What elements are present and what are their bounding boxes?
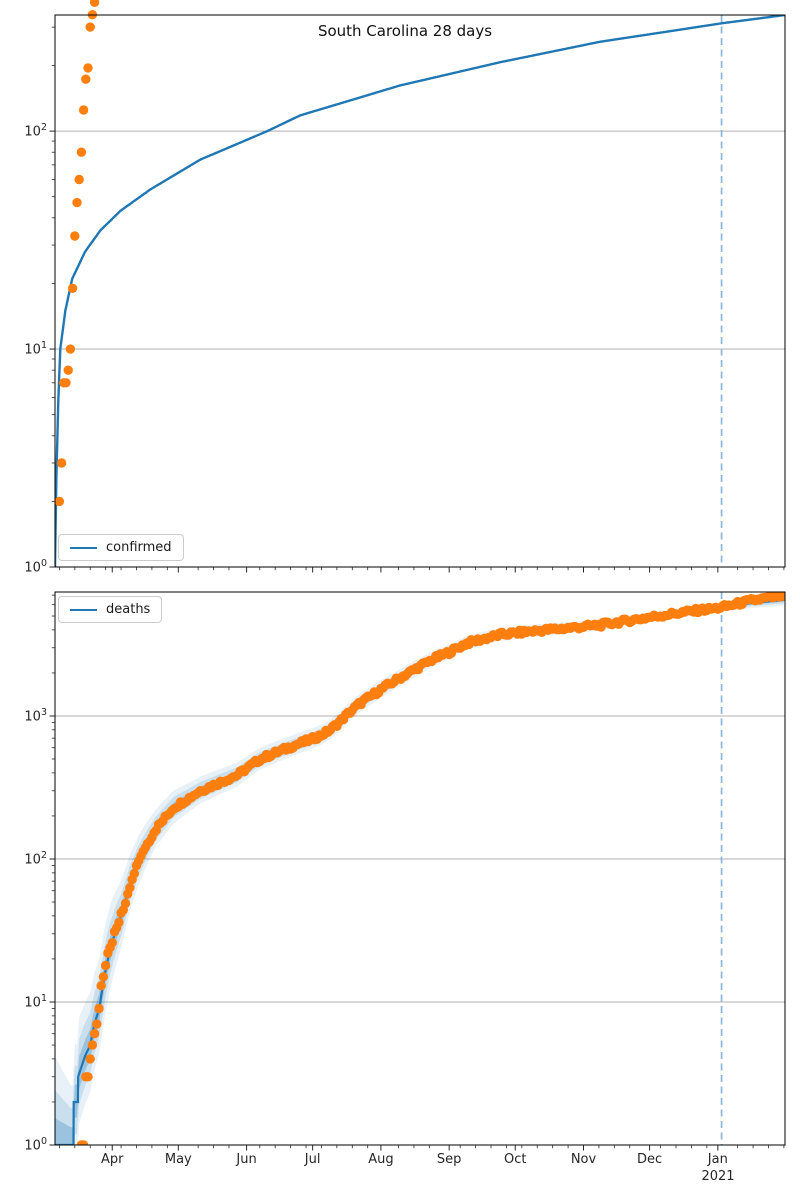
y-tick-label: 103 [24,706,47,725]
data-point [779,592,785,601]
legend-deaths: deaths [58,596,163,623]
y-tick-label: 100 [24,1136,47,1154]
data-point [54,496,65,507]
data-point [89,1029,100,1039]
x-tick-label: May [164,1152,192,1167]
top-chart [49,0,786,573]
data-point [65,344,76,354]
deaths-legend-line-icon [70,608,97,611]
y-tick-label: 101 [24,340,47,358]
data-point [92,1019,102,1029]
data-point [87,1040,98,1050]
data-point [85,1054,95,1064]
data-point [125,883,135,893]
data-point [107,938,118,948]
data-point [100,960,111,971]
confirmed-fit-line [55,15,785,567]
data-point [72,197,82,208]
confirmed-dots [54,0,100,507]
data-point [70,231,80,241]
x-tick-label: Nov [570,1152,597,1167]
data-point [114,917,124,928]
plot-border [54,591,786,1146]
x-axis-year-label: 2021 [701,1169,735,1184]
data-point [120,898,131,908]
data-point [61,378,71,388]
y-tick-label: 102 [24,122,47,140]
data-point [83,63,93,73]
x-tick-label: Jul [304,1152,321,1167]
x-tick-label: Jun [236,1152,257,1167]
y-tick-label: 101 [24,992,47,1011]
chart-title: South Carolina 28 days [317,22,493,40]
x-tick-label: Aug [368,1152,394,1167]
data-point [78,105,89,115]
data-point [67,283,78,293]
x-tick-label: Sep [436,1152,462,1167]
data-point [89,0,100,7]
uncertainty-band [55,595,784,1145]
plot-border [54,14,786,568]
deaths-dots [76,592,785,1145]
x-tick-label: Jan [707,1152,728,1167]
confirmed-legend-label: confirmed [106,540,172,555]
data-point [78,1140,89,1145]
deaths-legend-label: deaths [106,602,151,617]
confirmed-legend-line-icon [70,546,97,549]
data-point [98,972,109,982]
legend-confirmed: confirmed [58,534,184,561]
data-point [74,174,84,185]
y-tick-label: 102 [24,849,47,868]
uncertainty-band [55,597,784,1145]
uncertainty-bands [55,593,784,1145]
x-tick-label: Apr [101,1152,124,1167]
data-point [85,22,95,32]
uncertainty-band [55,593,784,1145]
data-point [56,458,67,468]
data-point [63,365,73,375]
data-point [76,147,87,157]
data-point [83,1072,93,1082]
x-tick-label: Oct [503,1152,527,1167]
deaths-fit-line [55,598,785,1145]
data-point [129,868,139,879]
data-point [96,981,106,991]
data-point [81,74,91,84]
x-tick-label: Dec [636,1152,663,1167]
bottom-chart [49,591,786,1151]
y-tick-label: 100 [24,558,47,576]
data-point [94,1003,104,1014]
